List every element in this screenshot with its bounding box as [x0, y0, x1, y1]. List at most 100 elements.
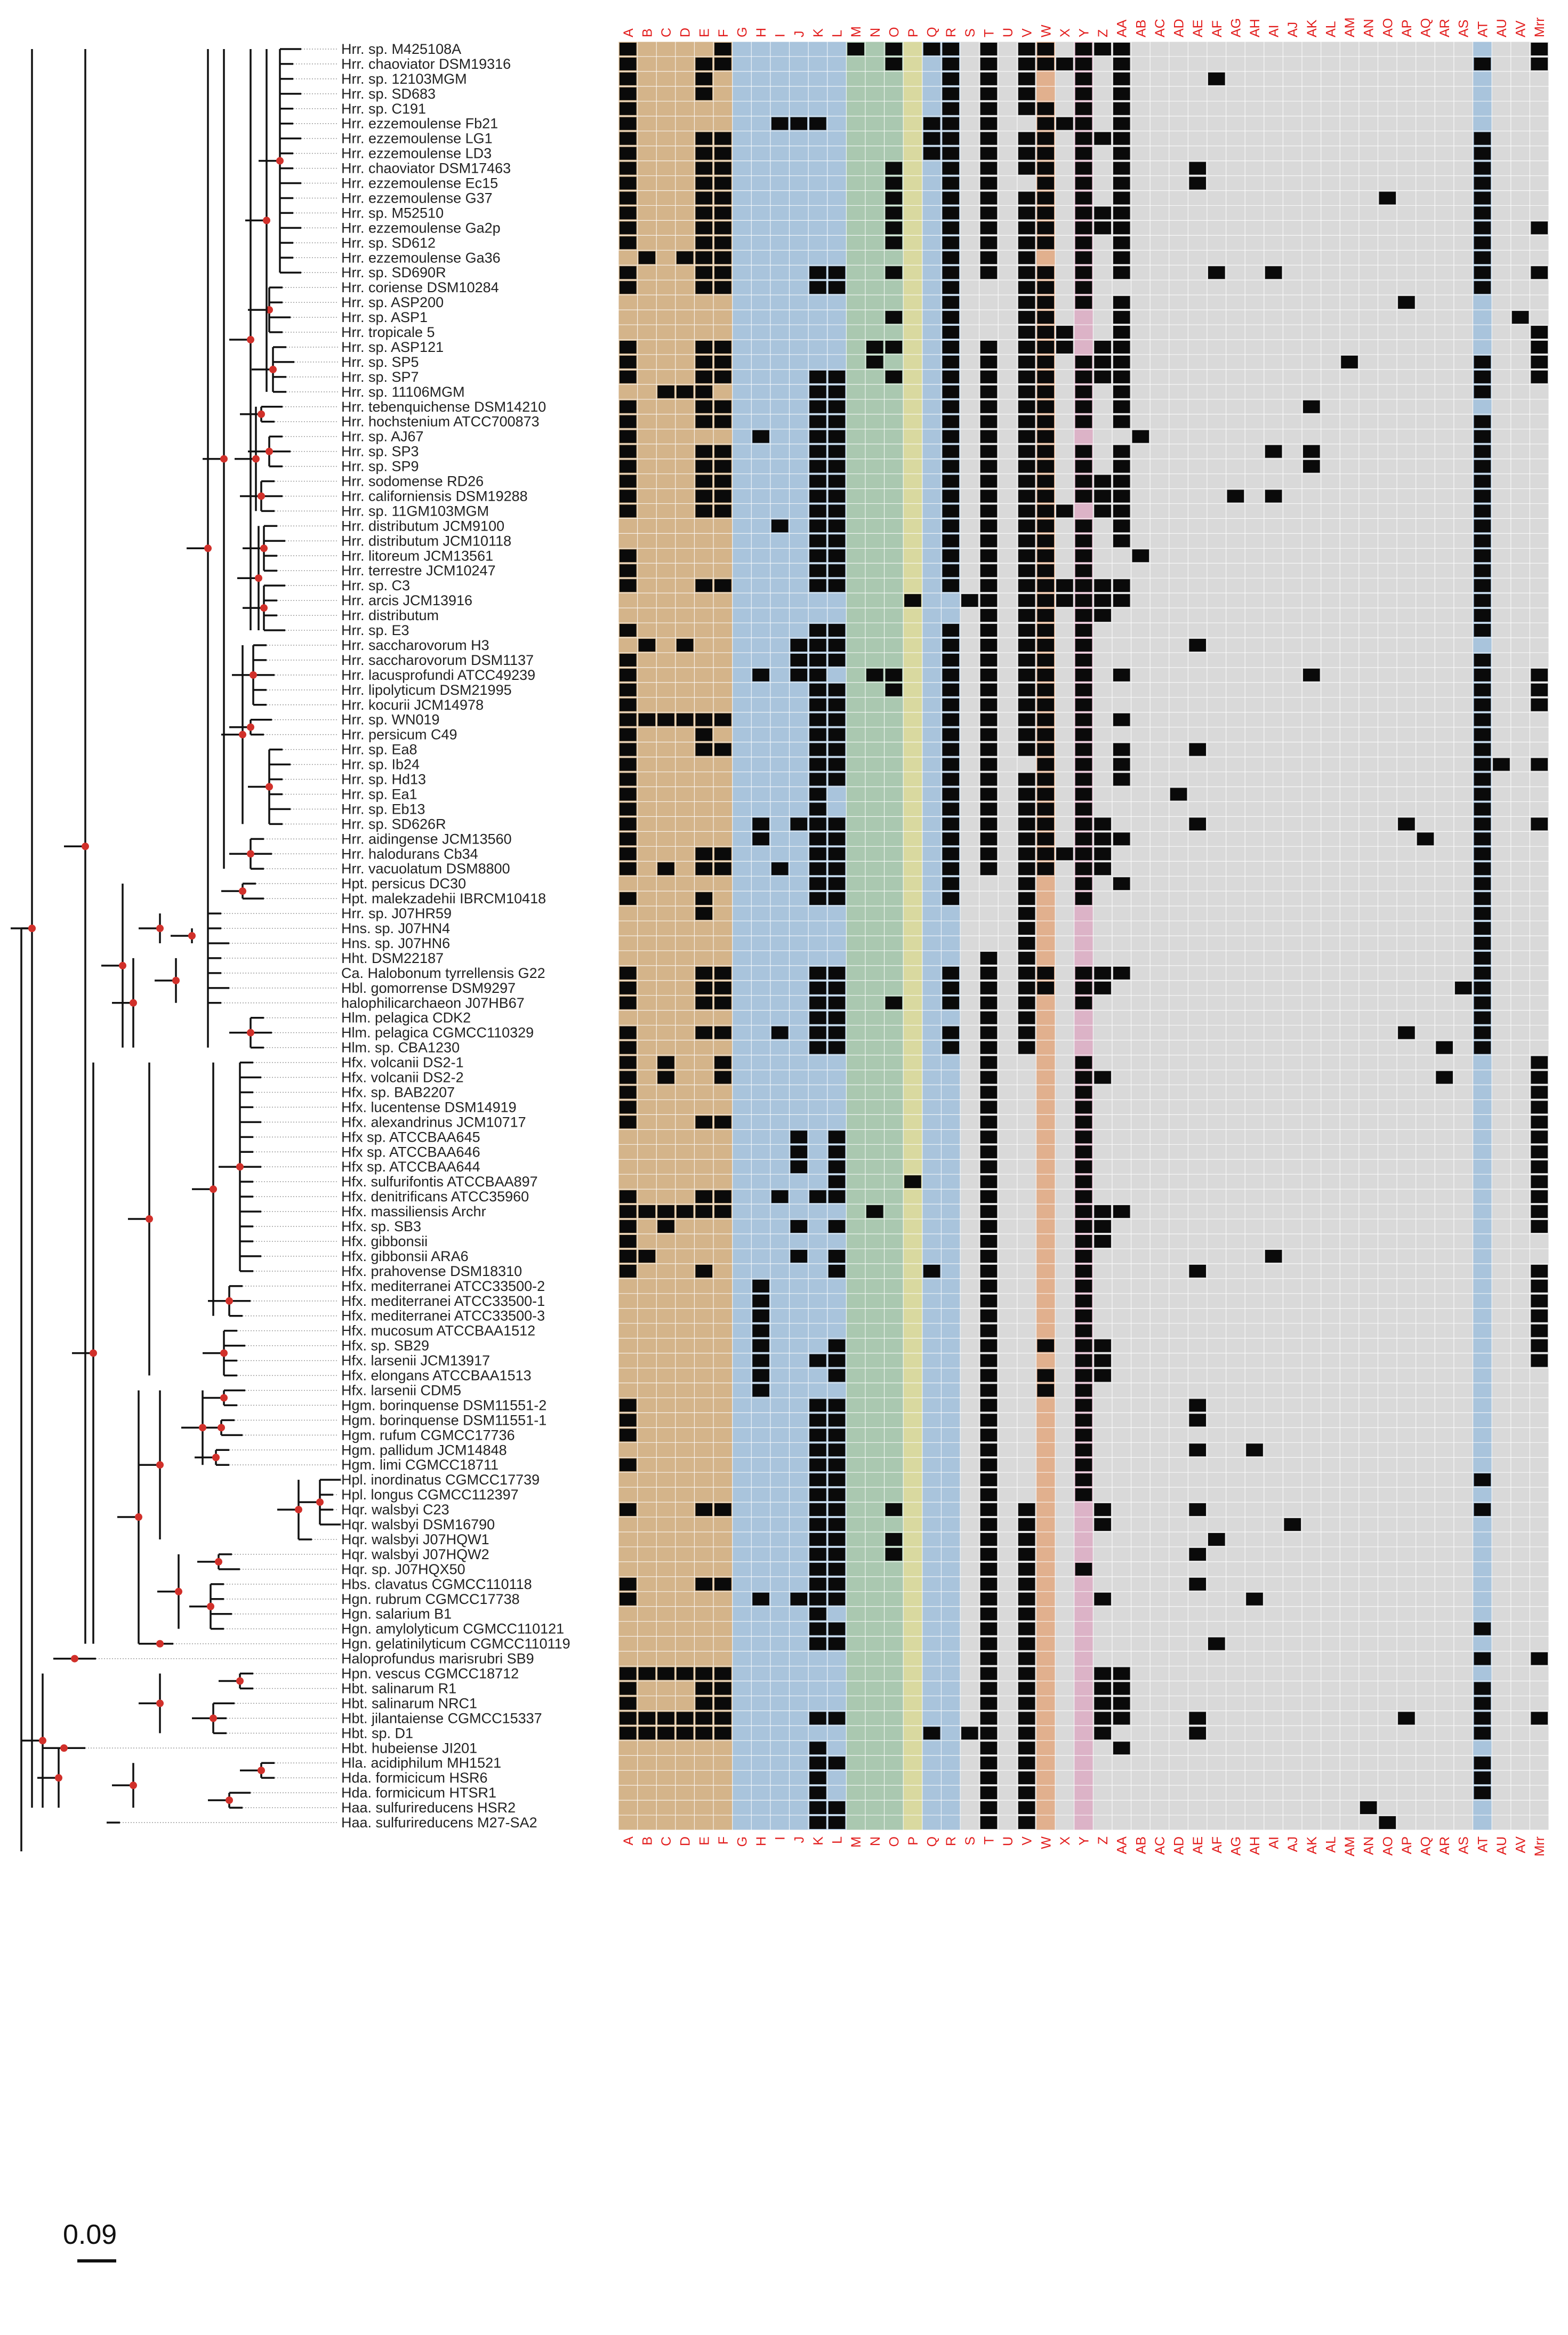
presence-cell — [620, 803, 637, 816]
presence-cell — [714, 206, 731, 220]
taxon-label: Hlm. pelagica CGMCC110329 — [341, 1025, 534, 1041]
presence-cell — [847, 43, 864, 55]
presence-cell — [1246, 1443, 1263, 1457]
presence-cell — [1018, 519, 1035, 533]
column-label: B — [640, 1836, 655, 1845]
presence-cell — [1037, 355, 1055, 368]
presence-cell — [657, 862, 674, 876]
presence-cell — [1094, 832, 1111, 846]
column-label: J — [792, 1836, 807, 1843]
presence-cell — [657, 1727, 674, 1740]
taxon-label: Hrr. sp. Ea1 — [341, 786, 417, 802]
presence-cell — [809, 579, 826, 592]
presence-cell — [1018, 892, 1035, 905]
node-support-marker — [220, 1349, 228, 1357]
presence-cell — [942, 430, 960, 443]
presence-cell — [1018, 579, 1035, 592]
presence-cell — [828, 1220, 846, 1233]
presence-cell — [980, 594, 998, 607]
node-support-marker — [239, 887, 246, 895]
presence-cell — [1189, 1503, 1206, 1516]
presence-cell — [1531, 1130, 1548, 1144]
presence-cell — [771, 1026, 789, 1039]
column-label: AI — [1267, 1836, 1282, 1849]
presence-cell — [1531, 1190, 1548, 1203]
column-label: I — [773, 34, 788, 37]
presence-cell — [980, 87, 998, 100]
presence-cell — [809, 803, 826, 816]
presence-cell — [980, 162, 998, 175]
presence-cell — [980, 1175, 998, 1189]
presence-cell — [1189, 817, 1206, 831]
presence-cell — [1094, 1518, 1111, 1531]
presence-cell — [942, 236, 960, 250]
presence-cell — [1113, 102, 1130, 115]
presence-cell — [1531, 1264, 1548, 1278]
presence-cell — [1018, 862, 1035, 876]
presence-cell — [1037, 206, 1055, 220]
taxon-label: Haa. sulfurireducens M27-SA2 — [341, 1815, 537, 1831]
presence-cell — [620, 87, 637, 100]
presence-cell — [1531, 1101, 1548, 1114]
presence-cell — [1056, 326, 1073, 339]
presence-cell — [695, 191, 713, 205]
presence-cell — [942, 1026, 960, 1039]
column-label: N — [868, 28, 883, 37]
presence-cell — [1531, 1205, 1548, 1218]
presence-cell — [1474, 281, 1491, 294]
taxon-label: Hfx. sp. SB29 — [341, 1338, 429, 1354]
presence-cell — [980, 1071, 998, 1084]
presence-cell — [620, 176, 637, 190]
presence-cell — [1075, 251, 1092, 264]
column-label: Z — [1096, 29, 1111, 37]
presence-cell — [885, 221, 903, 235]
presence-cell — [1474, 1786, 1491, 1800]
presence-cell — [1075, 72, 1092, 85]
presence-cell — [1113, 1742, 1130, 1755]
presence-cell — [1094, 1369, 1111, 1382]
presence-cell — [1170, 788, 1187, 801]
presence-cell — [1018, 1667, 1035, 1680]
presence-cell — [942, 281, 960, 294]
presence-cell — [1075, 713, 1092, 726]
presence-cell — [1094, 594, 1111, 607]
presence-cell — [809, 534, 826, 548]
taxon-label: Hrr. ezzemoulense Ga36 — [341, 250, 501, 266]
presence-cell — [942, 832, 960, 846]
presence-cell — [695, 862, 713, 876]
presence-cell — [1094, 1697, 1111, 1710]
presence-cell — [1075, 87, 1092, 100]
presence-cell — [714, 400, 731, 413]
presence-cell — [620, 847, 637, 861]
presence-cell — [828, 624, 846, 637]
presence-cell — [828, 728, 846, 741]
presence-cell — [1037, 296, 1055, 309]
presence-cell — [942, 191, 960, 205]
presence-cell — [1018, 1622, 1035, 1635]
presence-cell — [1474, 251, 1491, 264]
presence-cell — [620, 1205, 637, 1218]
presence-cell — [1075, 519, 1092, 533]
presence-cell — [1113, 355, 1130, 368]
column-label: K — [811, 28, 826, 37]
presence-cell — [752, 1324, 769, 1337]
presence-cell — [809, 1622, 826, 1635]
scale-bar-label: 0.09 — [63, 2219, 117, 2250]
presence-cell — [695, 743, 713, 756]
presence-cell — [1075, 57, 1092, 70]
presence-cell — [1474, 981, 1491, 994]
taxon-label: Hlm. pelagica CDK2 — [341, 1010, 471, 1026]
presence-cell — [1075, 862, 1092, 876]
presence-cell — [620, 1264, 637, 1278]
presence-cell — [809, 370, 826, 383]
taxon-label: Hfx. volcanii DS2-1 — [341, 1055, 464, 1071]
presence-cell — [790, 1160, 808, 1174]
presence-cell — [1474, 460, 1491, 473]
presence-cell — [620, 743, 637, 756]
presence-cell — [1436, 1071, 1453, 1084]
column-label: AF — [1210, 1836, 1225, 1853]
presence-cell — [752, 832, 769, 846]
presence-cell — [828, 1339, 846, 1352]
presence-cell — [1018, 1041, 1035, 1054]
presence-cell — [1474, 758, 1491, 771]
